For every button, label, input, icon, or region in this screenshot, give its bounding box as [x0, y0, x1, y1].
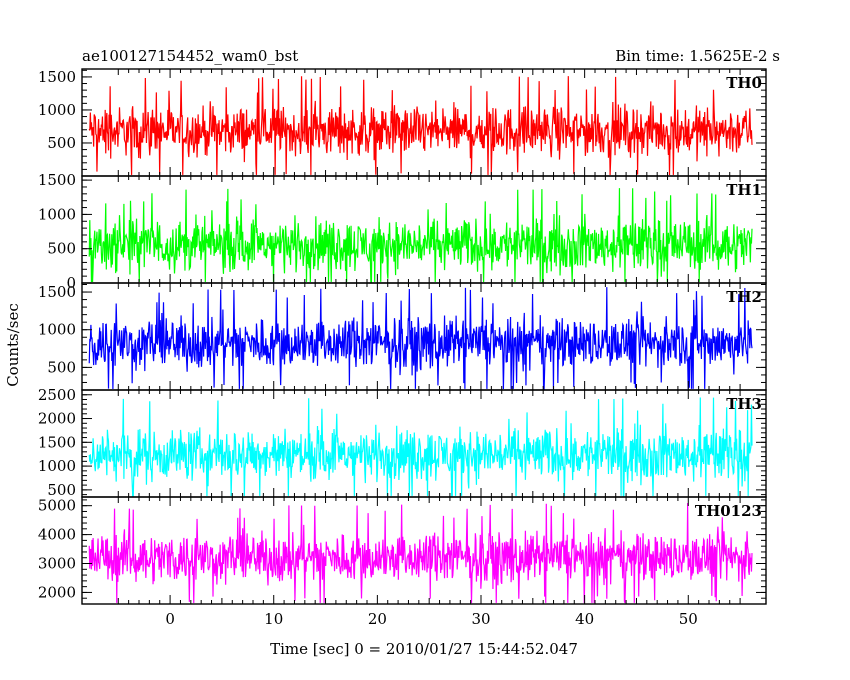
- y-tick-label: 500: [47, 240, 76, 258]
- y-axis-title: Counts/sec: [4, 303, 22, 387]
- y-tick-label: 500: [47, 481, 76, 499]
- y-tick-label: 1000: [38, 321, 76, 339]
- panel-th1: 0 500 1000 1500 TH1: [38, 171, 767, 292]
- x-tick-label: 0: [165, 610, 175, 628]
- series-line-th0123: [88, 502, 753, 604]
- panel-frame: [81, 496, 767, 605]
- series-line-th2: [88, 287, 753, 391]
- y-tick-label: 500: [47, 134, 76, 152]
- y-tick-label: 1500: [38, 171, 76, 189]
- y-tick-label: 500: [47, 358, 76, 376]
- chart-title: ae100127154452_wam0_bst: [82, 47, 298, 65]
- y-tick-label: 1000: [38, 457, 76, 475]
- panel-th2: 500 1000 1500 TH2: [38, 282, 767, 391]
- series-label-th0: TH0: [726, 74, 762, 92]
- y-tick-label: 1500: [38, 68, 76, 86]
- y-tick-label: 1500: [38, 433, 76, 451]
- panel-th0123: 2000 3000 4000 5000 TH0123: [38, 496, 767, 605]
- y-tick-label: 1000: [38, 205, 76, 223]
- y-tick-label: 4000: [38, 526, 76, 544]
- x-tick-label: 40: [575, 610, 594, 628]
- panel-th0: 500 1000 1500 TH0: [38, 68, 767, 177]
- y-tick-label: 2000: [38, 583, 76, 601]
- series-label-th2: TH2: [726, 288, 762, 306]
- x-tick-label: 10: [264, 610, 283, 628]
- series-line-th3: [88, 397, 753, 497]
- series-line-th1: [88, 188, 753, 283]
- y-tick-label: 3000: [38, 555, 76, 573]
- y-tick-label: 5000: [38, 497, 76, 515]
- panel-frame: [81, 68, 767, 177]
- series-line-th0: [88, 76, 753, 175]
- y-tick-label: 1500: [38, 283, 76, 301]
- series-label-th3: TH3: [726, 395, 762, 413]
- y-tick-label: 2500: [38, 386, 76, 404]
- x-tick-label: 20: [368, 610, 387, 628]
- x-tick-label: 30: [471, 610, 490, 628]
- y-tick-label: 2000: [38, 410, 76, 428]
- y-tick-label: 0: [66, 274, 76, 292]
- bin-time-label: Bin time: 1.5625E-2 s: [615, 47, 780, 65]
- x-axis-title: Time [sec] 0 = 2010/01/27 15:44:52.047: [270, 640, 578, 658]
- panel-th3: 500 1000 1500 2000 2500 TH3: [38, 386, 767, 499]
- y-tick-label: 1000: [38, 101, 76, 119]
- series-label-th1: TH1: [726, 181, 762, 199]
- series-label-th0123: TH0123: [695, 502, 762, 520]
- x-tick-label: 50: [679, 610, 698, 628]
